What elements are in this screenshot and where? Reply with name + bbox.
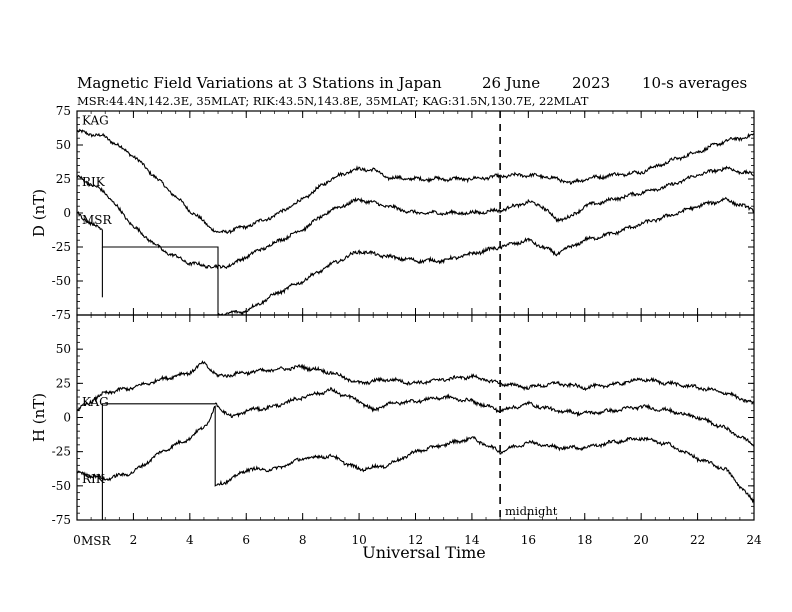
y-tick-label: -50 <box>52 274 71 288</box>
series-label-rik: RIK <box>82 472 106 486</box>
x-tick-label: 10 <box>351 533 366 547</box>
x-axis-label: Universal Time <box>362 543 485 562</box>
y-tick-label: 25 <box>56 376 71 390</box>
y-tick-label: -25 <box>52 240 71 254</box>
y-tick-label: 0 <box>63 411 71 425</box>
series-label-kag: KAG <box>82 114 109 128</box>
y-tick-label: 50 <box>56 342 71 356</box>
series-label-msr: MSR <box>81 534 112 548</box>
x-tick-label: 0 <box>73 533 81 547</box>
x-tick-label: 14 <box>464 533 480 547</box>
stations-info: MSR:44.4N,142.3E, 35MLAT; RIK:43.5N,143.… <box>77 94 589 108</box>
chart-date: 26 June <box>482 74 540 92</box>
x-tick-label: 4 <box>186 533 194 547</box>
x-tick-label: 22 <box>690 533 705 547</box>
series-label-rik: RIK <box>82 175 106 189</box>
x-tick-label: 2 <box>130 533 138 547</box>
series-line-kag <box>77 128 754 235</box>
series-line-rik <box>77 405 754 504</box>
series-label-kag: KAG <box>82 395 109 409</box>
series-line-msr <box>77 196 754 315</box>
y-tick-label: 50 <box>56 138 71 152</box>
x-tick-label: 16 <box>521 533 536 547</box>
series-label-msr: MSR <box>82 213 113 227</box>
y-axis-label: D (nT) <box>30 189 48 237</box>
series-line-kag <box>77 360 754 412</box>
chart-averaging: 10-s averages <box>642 74 747 92</box>
y-tick-label: -75 <box>52 308 71 322</box>
y-tick-label: -25 <box>52 445 71 459</box>
series-line-rik <box>77 165 754 270</box>
x-tick-label: 8 <box>299 533 307 547</box>
x-tick-label: 20 <box>634 533 649 547</box>
x-tick-label: 6 <box>242 533 250 547</box>
y-axis-label: H (nT) <box>30 393 48 442</box>
chart-year: 2023 <box>572 74 610 92</box>
y-tick-label: -75 <box>52 513 71 527</box>
series-line-msr <box>101 386 754 520</box>
x-tick-label: 24 <box>746 533 762 547</box>
x-tick-label: 12 <box>408 533 423 547</box>
chart-title: Magnetic Field Variations at 3 Stations … <box>77 74 442 92</box>
plot-frame <box>76 314 755 521</box>
y-tick-label: -50 <box>52 479 71 493</box>
y-tick-label: 25 <box>56 172 71 186</box>
panel-declination: 75 50 25 0 -25 -50 -75 D (nT) KAG RIK MSR <box>30 104 755 322</box>
y-tick-label: 0 <box>63 206 71 220</box>
y-tick-label: 75 <box>56 104 71 118</box>
midnight-label: midnight <box>505 504 558 518</box>
x-tick-label: 18 <box>577 533 592 547</box>
